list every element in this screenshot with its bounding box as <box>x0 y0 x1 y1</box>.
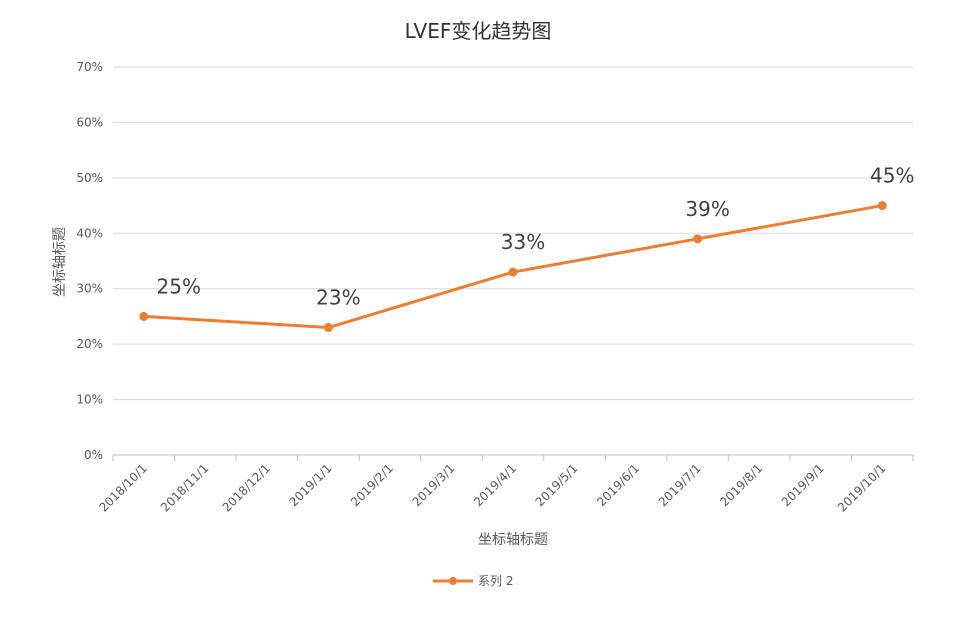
legend[interactable]: 系列 2 <box>433 574 513 588</box>
y-tick-label: 20% <box>76 337 103 351</box>
x-tick-label: 2019/1/1 <box>286 461 334 509</box>
series-line-group: 25% 23% 33% 39% 45% <box>139 164 914 333</box>
x-axis-title: 坐标轴标题 <box>478 532 548 548</box>
x-axis: 2018/10/1 2018/11/1 2018/12/1 2019/1/1 2019/… <box>96 455 914 515</box>
y-tick-label: 0% <box>84 448 103 462</box>
x-tick-label: 2019/6/1 <box>594 461 642 509</box>
x-tick-label: 2018/11/1 <box>158 461 211 514</box>
y-tick-label: 30% <box>76 282 103 296</box>
legend-label: 系列 2 <box>478 574 513 588</box>
y-tick-label: 10% <box>76 393 103 407</box>
y-tick-label: 70% <box>76 60 103 74</box>
x-tick-label: 2019/4/1 <box>471 461 519 509</box>
x-tick-label: 2019/8/1 <box>717 461 765 509</box>
data-point <box>693 234 703 244</box>
y-tick-label: 60% <box>76 115 103 129</box>
x-tick-label: 2018/12/1 <box>220 461 273 514</box>
data-label: 33% <box>501 230 545 254</box>
y-tick-label: 40% <box>76 226 103 240</box>
legend-marker <box>449 577 457 585</box>
x-tick-label: 2018/10/1 <box>96 461 149 514</box>
data-label: 25% <box>157 274 201 298</box>
x-tick-label: 2019/10/1 <box>835 461 888 514</box>
chart-title: LVEF变化趋势图 <box>405 19 552 43</box>
data-label: 23% <box>316 286 360 310</box>
x-tick-label: 2019/2/1 <box>348 461 396 509</box>
data-label: 39% <box>685 197 729 221</box>
y-axis-title: 坐标轴标题 <box>52 227 68 297</box>
gridlines <box>113 66 913 456</box>
y-tick-label: 50% <box>76 171 103 185</box>
series-line <box>142 204 884 330</box>
x-tick-label: 2019/7/1 <box>656 461 704 509</box>
data-point <box>877 201 887 211</box>
data-point <box>323 323 333 333</box>
data-label: 45% <box>870 164 914 188</box>
y-axis-ticks: 0% 10% 20% 30% 40% 50% 60% 70% <box>76 60 103 462</box>
x-tick-label: 2019/9/1 <box>779 461 827 509</box>
data-point <box>508 267 518 277</box>
x-tick-label: 2019/3/1 <box>410 461 458 509</box>
data-point <box>139 311 149 321</box>
x-tick-label: 2019/5/1 <box>533 461 581 509</box>
